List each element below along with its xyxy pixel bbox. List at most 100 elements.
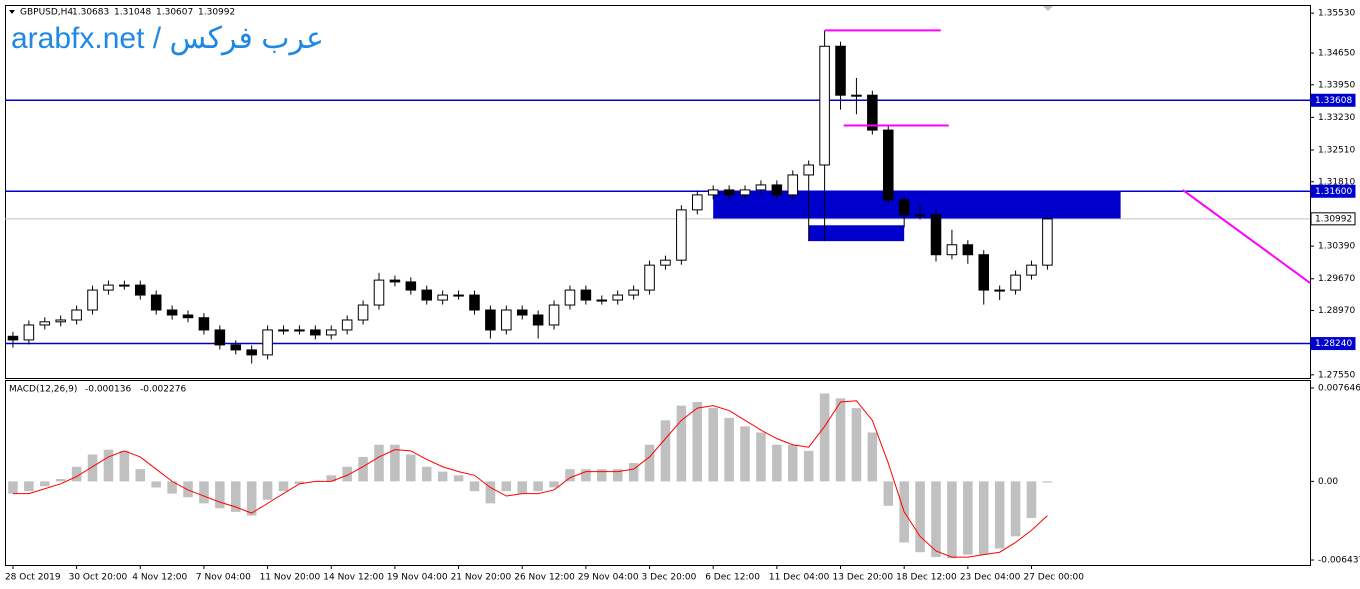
y2-tick-label: -0.006437 bbox=[1318, 556, 1360, 566]
candle-body bbox=[325, 329, 337, 336]
candle-body bbox=[230, 344, 242, 351]
macd-bar bbox=[485, 481, 496, 504]
candle-body bbox=[262, 329, 273, 356]
macd-bar bbox=[246, 481, 257, 516]
macd-bar bbox=[374, 444, 384, 482]
macd-bar bbox=[851, 408, 862, 482]
macd-bar bbox=[215, 481, 225, 509]
candle-body bbox=[946, 244, 958, 256]
macd-bar bbox=[437, 471, 448, 482]
macd-bar bbox=[199, 481, 209, 504]
macd-bar bbox=[517, 481, 527, 494]
candle-body bbox=[676, 209, 687, 261]
level-label: 1.31600 bbox=[1315, 187, 1352, 197]
macd-bar bbox=[1042, 481, 1053, 483]
candle-body bbox=[23, 324, 35, 341]
candle-body bbox=[755, 184, 767, 191]
candle-body bbox=[55, 319, 66, 323]
candle-body bbox=[501, 309, 512, 331]
macd-bar bbox=[724, 417, 734, 482]
macd-bar bbox=[230, 481, 241, 512]
candle-body bbox=[819, 45, 830, 166]
y-tick-label: 1.30390 bbox=[1318, 242, 1355, 252]
header-value: 1.30992 bbox=[198, 8, 235, 18]
x-tick-label: 26 Nov 12:00 bbox=[514, 573, 575, 583]
x-tick-label: 14 Nov 12:00 bbox=[323, 573, 384, 583]
x-tick-label: 6 Dec 12:00 bbox=[705, 573, 760, 583]
macd-bar bbox=[628, 463, 639, 482]
macd-bar bbox=[803, 450, 814, 482]
level-label-box bbox=[1310, 337, 1356, 351]
candle-body bbox=[469, 294, 480, 311]
macd-bar bbox=[740, 426, 750, 482]
macd-bar bbox=[469, 481, 480, 492]
candle-body bbox=[405, 281, 417, 291]
candle-body bbox=[739, 189, 751, 196]
candle-body bbox=[7, 335, 19, 341]
candle-body bbox=[214, 329, 226, 346]
macd-bar bbox=[692, 401, 703, 482]
y-tick-label: 1.32510 bbox=[1318, 146, 1355, 156]
macd-bar bbox=[676, 405, 687, 482]
macd-bar bbox=[24, 481, 34, 492]
candle-body bbox=[71, 309, 82, 321]
level-label-box bbox=[1310, 184, 1356, 198]
y2-tick-label: 0.00 bbox=[1318, 477, 1338, 487]
macd-bar bbox=[103, 449, 114, 482]
candle-body bbox=[962, 244, 974, 256]
macd-bar bbox=[883, 481, 894, 506]
candle-body bbox=[198, 317, 210, 331]
x-tick-label: 30 Oct 20:00 bbox=[69, 573, 128, 583]
macd-bar bbox=[119, 450, 130, 482]
macd-bar bbox=[55, 478, 66, 482]
candle-body bbox=[1010, 274, 1021, 291]
level-label-box bbox=[1310, 212, 1356, 226]
menu-arrow bbox=[9, 10, 15, 14]
candle-body bbox=[103, 284, 114, 291]
macd-bar bbox=[819, 393, 830, 482]
candle-body bbox=[373, 279, 385, 306]
macd-bar bbox=[278, 481, 289, 492]
candle-body bbox=[421, 289, 433, 301]
zone bbox=[808, 225, 905, 242]
macd-bar bbox=[326, 475, 337, 482]
candle-body bbox=[660, 259, 671, 266]
candle-body bbox=[389, 279, 401, 283]
candle-body bbox=[485, 309, 496, 331]
candle-body bbox=[851, 94, 862, 97]
candle-body bbox=[437, 294, 448, 301]
candle-body bbox=[692, 194, 703, 211]
macd-bar bbox=[931, 481, 941, 558]
macd-bar bbox=[135, 469, 146, 482]
macd-bar bbox=[947, 481, 957, 559]
x-tick-label: 27 Dec 00:00 bbox=[1023, 573, 1084, 583]
x-tick-label: 21 Nov 20:00 bbox=[451, 573, 512, 583]
y2-tick-label: 0.007646 bbox=[1318, 383, 1360, 393]
candle-body bbox=[882, 129, 894, 201]
macd-bar bbox=[660, 420, 671, 482]
header-value: 1.31048 bbox=[114, 8, 151, 18]
y-tick-label: 1.28970 bbox=[1318, 306, 1355, 316]
macd-bar bbox=[1010, 481, 1021, 537]
candle-body bbox=[803, 164, 814, 176]
macd-bar bbox=[565, 469, 575, 482]
level-label-box bbox=[1310, 93, 1356, 107]
x-tick-label: 18 Dec 12:00 bbox=[896, 573, 957, 583]
level-label: 1.30992 bbox=[1315, 214, 1352, 224]
candle-body bbox=[707, 189, 719, 196]
macd-bar bbox=[8, 481, 18, 494]
candle-body bbox=[564, 289, 576, 306]
macd-bar bbox=[963, 481, 973, 555]
trend-segment bbox=[1182, 189, 1311, 284]
candle-body bbox=[246, 349, 257, 356]
x-tick-label: 23 Dec 04:00 bbox=[960, 573, 1021, 583]
macd-bar bbox=[915, 481, 925, 553]
candle-body bbox=[644, 264, 655, 291]
macd-bar bbox=[501, 481, 512, 492]
macd-signal bbox=[12, 400, 1048, 558]
x-tick-label: 3 Dec 20:00 bbox=[642, 573, 697, 583]
candle-body bbox=[453, 294, 464, 297]
macd-bar bbox=[597, 469, 607, 482]
y-tick-label: 1.27550 bbox=[1318, 370, 1355, 380]
macd-bar bbox=[453, 475, 464, 482]
